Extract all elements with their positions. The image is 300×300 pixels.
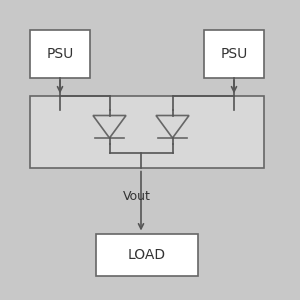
Polygon shape (93, 116, 126, 138)
Text: Vout: Vout (123, 190, 151, 203)
Text: LOAD: LOAD (128, 248, 166, 262)
Polygon shape (156, 116, 189, 138)
Bar (204, 30, 264, 78)
Bar (96, 234, 198, 276)
Bar (30, 96, 264, 168)
Bar (30, 30, 90, 78)
Text: PSU: PSU (46, 47, 74, 61)
Text: PSU: PSU (220, 47, 248, 61)
